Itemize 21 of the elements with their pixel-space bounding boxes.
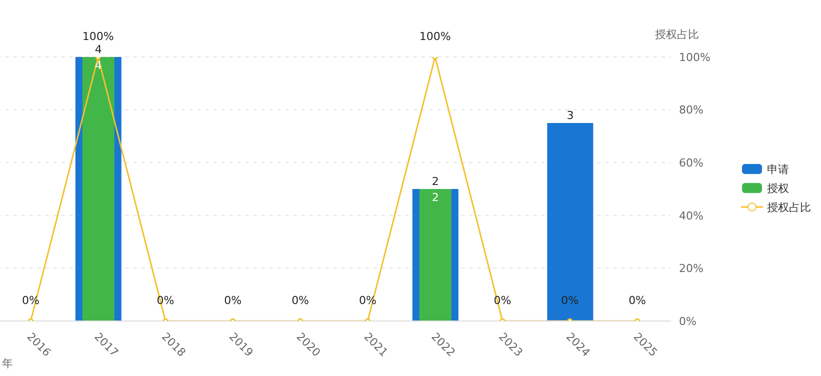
data-label: 100% <box>82 30 114 43</box>
y2-tick-label: 80% <box>679 104 704 117</box>
data-label: 4 <box>94 43 102 56</box>
y2-axis-title: 授权占比 <box>655 27 699 42</box>
legend-label: 申请 <box>767 162 789 176</box>
data-label: 3 <box>566 109 574 122</box>
x-axis-title: 年 <box>2 356 13 371</box>
y2-tick-label: 20% <box>679 262 704 276</box>
data-label: 100% <box>419 30 451 43</box>
y2-tick-label: 40% <box>679 209 704 222</box>
data-label: 2 <box>432 190 439 204</box>
legend-label: 授权占比 <box>767 200 811 214</box>
y2-tick-label: 100% <box>679 50 710 64</box>
data-label: 0% <box>628 294 646 307</box>
data-label: 0% <box>224 294 242 307</box>
data-label: 0% <box>292 294 310 307</box>
y2-tick-label: 0% <box>679 314 696 328</box>
data-label: 2 <box>432 175 439 188</box>
data-label: 0% <box>561 294 579 307</box>
legend-label: 授权 <box>767 180 789 196</box>
y2-tick-label: 60% <box>679 156 704 170</box>
